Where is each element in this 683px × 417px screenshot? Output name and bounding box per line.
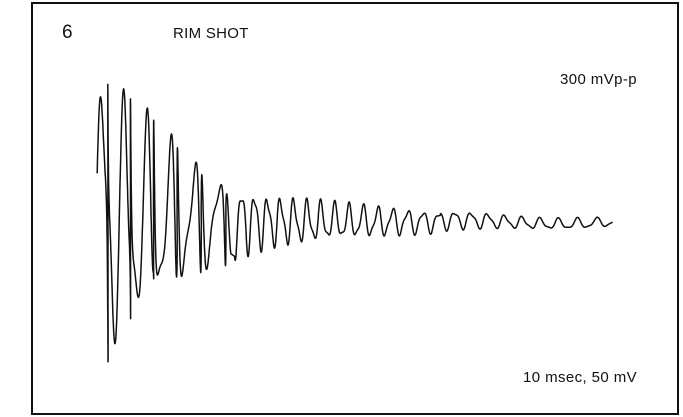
oscilloscope-frame xyxy=(31,2,679,415)
amplitude-label: 300 mVp-p xyxy=(560,71,637,88)
scale-label: 10 msec, 50 mV xyxy=(523,369,637,386)
figure-number: 6 xyxy=(62,22,73,43)
waveform-trace xyxy=(96,83,613,363)
chart-title: RIM SHOT xyxy=(173,25,249,42)
